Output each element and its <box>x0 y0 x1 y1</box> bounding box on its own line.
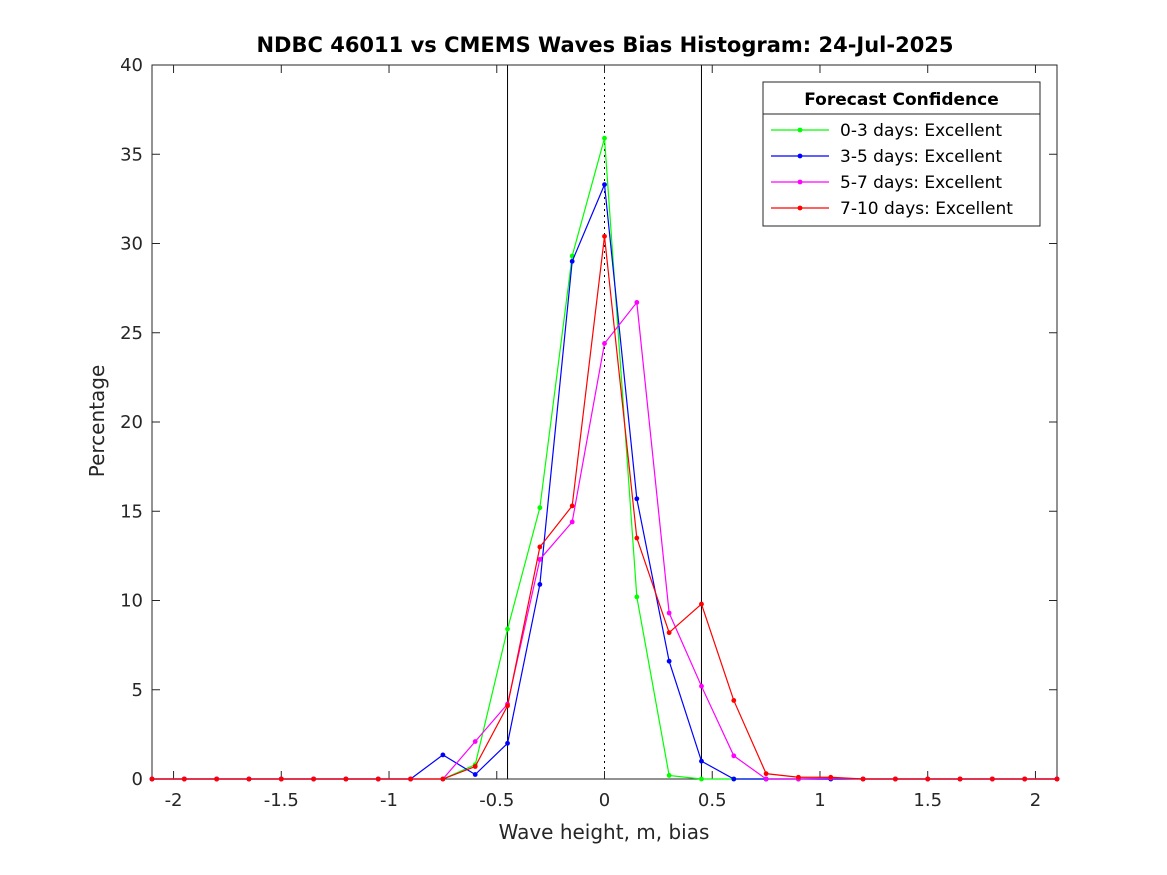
legend-box <box>762 81 1041 227</box>
y-tick-label: 25 <box>120 323 143 344</box>
series-4 <box>149 233 1060 782</box>
x-tick-label: -1.5 <box>264 790 299 811</box>
series-point <box>408 776 413 782</box>
series-point <box>505 740 510 746</box>
series-point <box>634 594 640 600</box>
series-point <box>278 776 284 782</box>
series-point <box>731 776 737 782</box>
y-axis-label: Percentage <box>85 365 109 478</box>
y-tick-label: 5 <box>132 680 143 701</box>
x-tick-label: 1.5 <box>913 790 942 811</box>
legend-swatch-marker <box>797 153 803 159</box>
legend-label: 3-5 days: Excellent <box>840 147 1002 167</box>
series-point <box>699 601 704 607</box>
y-tick-label: 40 <box>120 55 143 76</box>
series-point <box>472 772 478 777</box>
x-tick-label: -1 <box>380 790 398 811</box>
series-point <box>569 519 575 525</box>
series-point <box>537 582 543 587</box>
series-point <box>666 773 672 778</box>
y-tick-label: 15 <box>120 501 143 522</box>
series-point <box>181 776 187 782</box>
legend-item-4: 7-10 days: Excellent <box>771 199 1013 219</box>
y-tick-label: 30 <box>120 234 143 255</box>
legend-swatch-marker <box>797 205 803 211</box>
series-point <box>472 739 478 744</box>
series-point <box>440 752 446 758</box>
x-axis-label: Wave height, m, bias <box>499 820 710 844</box>
series-point <box>666 610 672 616</box>
series-point <box>375 776 381 782</box>
series-point <box>763 776 769 782</box>
series-point <box>537 505 543 511</box>
series-point <box>537 557 543 562</box>
legend-label: 7-10 days: Excellent <box>840 199 1013 219</box>
series-point <box>343 776 349 782</box>
series-point <box>925 776 931 782</box>
legend-title: Forecast Confidence <box>804 90 999 110</box>
series-point <box>634 300 640 305</box>
series-point <box>602 341 607 346</box>
y-tick-label: 10 <box>120 591 143 612</box>
series-point <box>602 135 607 141</box>
series-point <box>311 776 317 782</box>
series-point <box>666 658 672 664</box>
series-point <box>214 776 220 782</box>
series-point <box>505 626 510 632</box>
series-point <box>569 503 575 509</box>
legend-item-1: 0-3 days: Excellent <box>771 121 1002 141</box>
series-point <box>731 753 737 759</box>
x-tick-label: 0.5 <box>698 790 727 811</box>
series-point <box>1022 776 1028 782</box>
series-point <box>763 771 769 777</box>
series-point <box>246 776 252 782</box>
series-point <box>569 258 575 264</box>
series-point <box>796 774 801 780</box>
series-point <box>699 776 704 782</box>
legend-item-2: 3-5 days: Excellent <box>771 147 1002 167</box>
series-layer <box>149 135 1060 782</box>
series-point <box>892 776 898 782</box>
x-tick-label: 2 <box>1030 790 1041 811</box>
series-point <box>149 776 155 782</box>
series-point <box>440 776 446 782</box>
series-point <box>602 233 607 239</box>
series-point <box>505 703 510 709</box>
series-point <box>537 544 543 550</box>
y-tick-label: 0 <box>132 769 143 790</box>
series-point <box>699 758 704 764</box>
x-tick-label: -0.5 <box>479 790 514 811</box>
x-tick-label: -2 <box>165 790 183 811</box>
series-point <box>634 535 640 541</box>
series-point <box>989 776 995 782</box>
series-point <box>666 630 672 636</box>
series-point <box>602 182 607 187</box>
series-point <box>860 776 866 782</box>
series-point <box>828 774 834 780</box>
series-point <box>472 764 478 769</box>
x-tick-label: 0 <box>599 790 610 811</box>
legend: Forecast Confidence 0-3 days: Excellent 3-… <box>762 81 1041 227</box>
series-point <box>699 683 704 689</box>
series-point <box>634 496 640 502</box>
legend-label: 5-7 days: Excellent <box>840 173 1002 193</box>
y-tick-label: 20 <box>120 412 143 433</box>
x-tick-label: 1 <box>814 790 825 811</box>
series-point <box>1054 776 1060 782</box>
y-tick-label: 35 <box>120 144 143 165</box>
legend-item-3: 5-7 days: Excellent <box>771 173 1002 193</box>
legend-label: 0-3 days: Excellent <box>840 121 1002 141</box>
series-point <box>731 698 737 703</box>
legend-swatch-marker <box>797 127 803 133</box>
chart-title: NDBC 46011 vs CMEMS Waves Bias Histogram… <box>256 33 953 57</box>
series-point <box>957 776 963 782</box>
legend-swatch-marker <box>797 179 803 185</box>
